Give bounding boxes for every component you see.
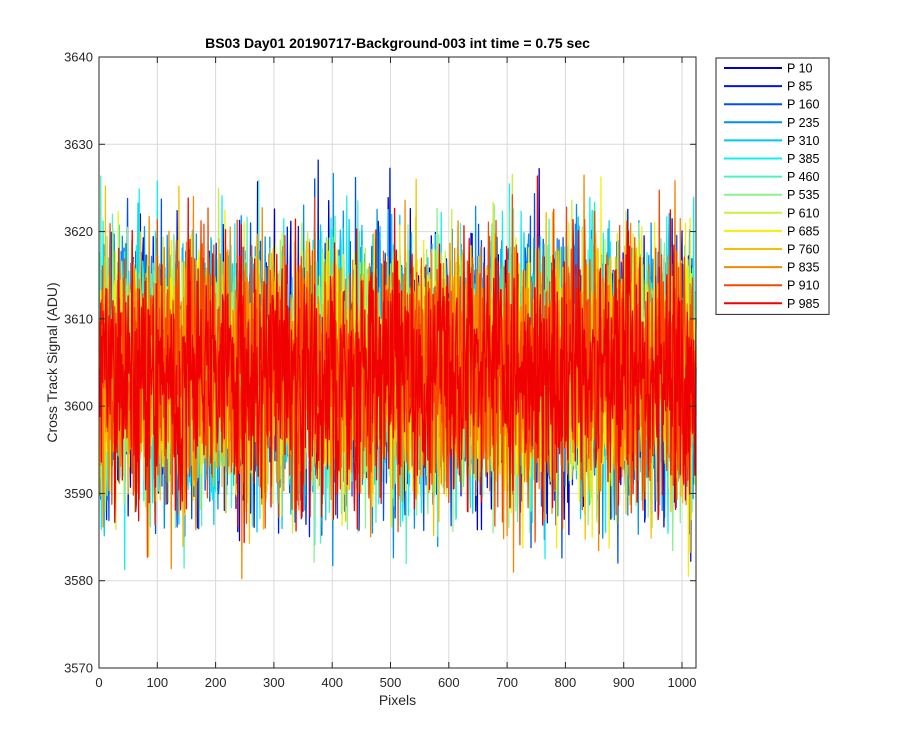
y-tick-label: 3590 (64, 486, 93, 501)
y-axis-title: Cross Track Signal (ADU) (44, 282, 60, 442)
legend-label: P 985 (787, 297, 819, 311)
legend: P 10 P 85 P 160 P 235 P 310 P 385 P 460 P 535 P … (715, 57, 830, 315)
legend-label: P 310 (787, 134, 819, 148)
x-tick-label: 700 (496, 675, 518, 690)
x-tick-label: 1000 (668, 675, 697, 690)
legend-label: P 160 (787, 98, 819, 112)
y-tick-label: 3630 (64, 137, 93, 152)
x-tick-label: 400 (321, 675, 343, 690)
chart-title: BS03 Day01 20190717-Background-003 int t… (205, 35, 590, 51)
legend-label: P 910 (787, 279, 819, 293)
y-tick-label: 3600 (64, 399, 93, 414)
x-tick-label: 300 (263, 675, 285, 690)
legend-label: P 535 (787, 188, 819, 202)
x-tick-label: 0 (95, 675, 102, 690)
x-axis-title: Pixels (379, 692, 416, 708)
legend-label: P 385 (787, 152, 819, 166)
legend-label: P 835 (787, 261, 819, 275)
legend-label: P 685 (787, 224, 819, 238)
legend-label: P 85 (787, 80, 813, 94)
axis-ticks: 0 100 200 300 400 500 600 700 800 900 1000 3570 3580… (64, 50, 696, 691)
y-tick-label: 3570 (64, 661, 93, 676)
legend-label: P 10 (787, 62, 813, 76)
plot-frame (98, 56, 697, 669)
y-tick-label: 3610 (64, 311, 93, 326)
y-tick-label: 3620 (64, 224, 93, 239)
legend-label: P 760 (787, 243, 819, 257)
legend-label: P 235 (787, 116, 819, 130)
x-tick-label: 500 (380, 675, 402, 690)
x-tick-label: 800 (555, 675, 577, 690)
x-tick-label: 900 (613, 675, 635, 690)
legend-label: P 610 (787, 206, 819, 220)
x-tick-label: 600 (438, 675, 460, 690)
y-tick-label: 3580 (64, 573, 93, 588)
series-line-p-985 (98, 175, 697, 543)
series-lines (98, 159, 697, 580)
x-tick-label: 100 (146, 675, 168, 690)
x-tick-label: 200 (205, 675, 227, 690)
legend-box (715, 57, 830, 315)
legend-label: P 460 (787, 170, 819, 184)
y-tick-label: 3640 (64, 50, 93, 65)
